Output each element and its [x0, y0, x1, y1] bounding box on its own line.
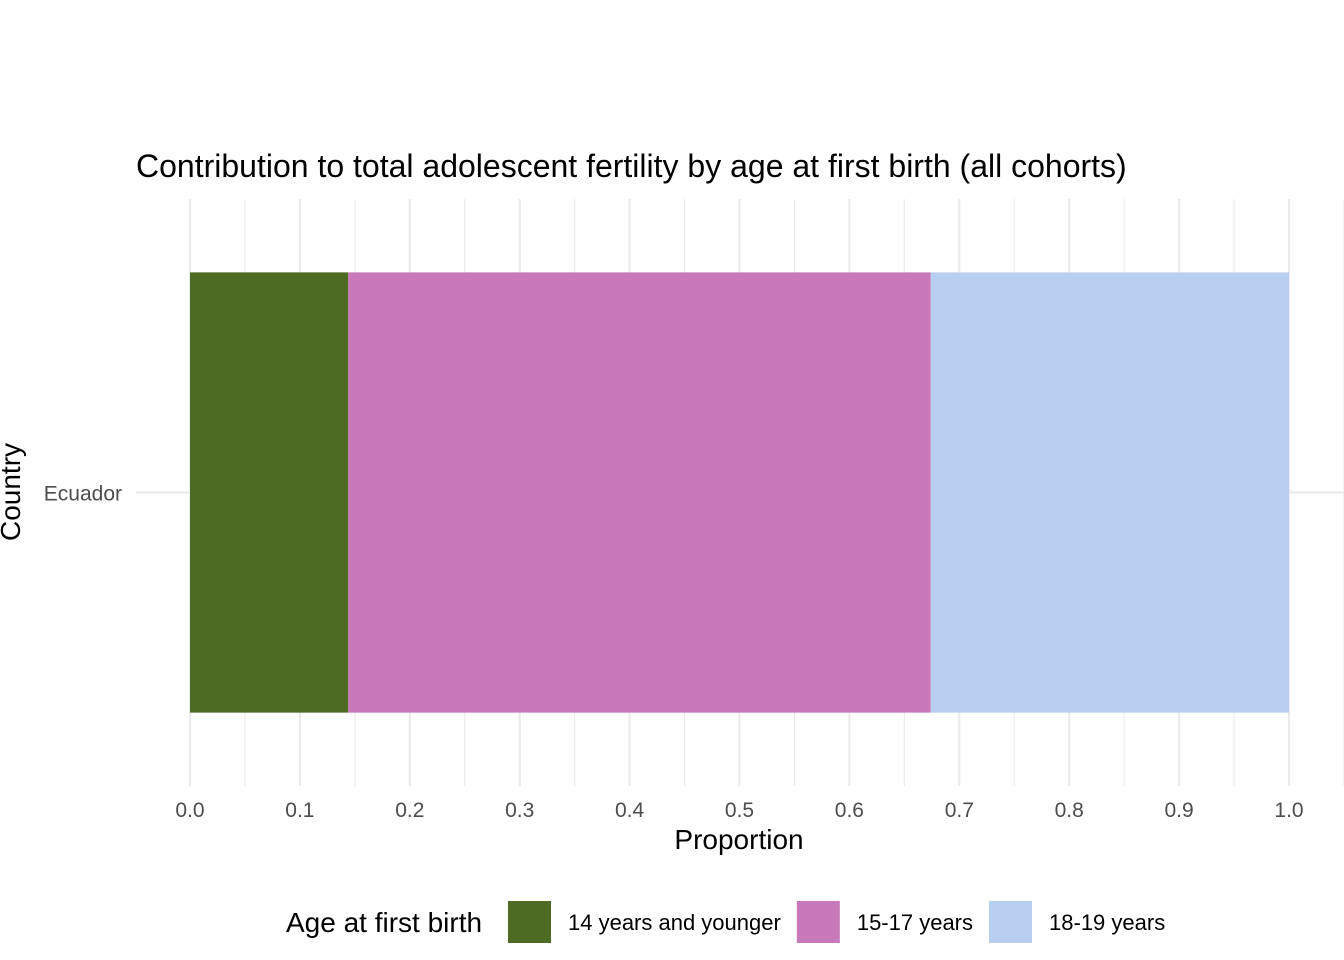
legend-items: 14 years and younger 15-17 years 18-19 yea…: [508, 901, 1165, 943]
x-axis-ticks: 0.0 0.1 0.2 0.3 0.4 0.5 0.6 0.7 0.8 0.9 1.0: [175, 799, 1303, 822]
y-axis-title: Country: [0, 443, 26, 541]
x-tick-label: 0.2: [395, 799, 424, 822]
legend-key: [796, 901, 840, 943]
y-axis-ticks: Ecuador: [44, 483, 122, 506]
bar-segment: [348, 272, 931, 713]
legend: Age at first birth 14 years and younger 1…: [286, 901, 1165, 943]
x-tick-label: 0.5: [725, 799, 754, 822]
x-tick-label: 0.0: [175, 799, 204, 822]
legend-label: 15-17 years: [857, 910, 973, 935]
y-tick-label: Ecuador: [44, 483, 122, 506]
x-tick-label: 0.9: [1164, 799, 1193, 822]
x-tick-label: 1.0: [1274, 799, 1303, 822]
x-tick-label: 0.7: [945, 799, 974, 822]
x-tick-label: 0.8: [1055, 799, 1084, 822]
x-tick-label: 0.1: [285, 799, 314, 822]
legend-key: [508, 901, 551, 943]
x-tick-label: 0.4: [615, 799, 645, 822]
x-tick-label: 0.3: [505, 799, 534, 822]
legend-label: 14 years and younger: [568, 910, 781, 935]
bar-segment: [190, 272, 349, 713]
chart-title: Contribution to total adolescent fertili…: [136, 148, 1127, 184]
legend-key: [989, 901, 1033, 943]
legend-title: Age at first birth: [286, 907, 482, 938]
legend-label: 18-19 years: [1049, 910, 1165, 935]
bars: [190, 272, 1289, 713]
x-tick-label: 0.6: [835, 799, 864, 822]
bar-segment: [930, 272, 1289, 713]
x-axis-title: Proportion: [674, 824, 803, 855]
